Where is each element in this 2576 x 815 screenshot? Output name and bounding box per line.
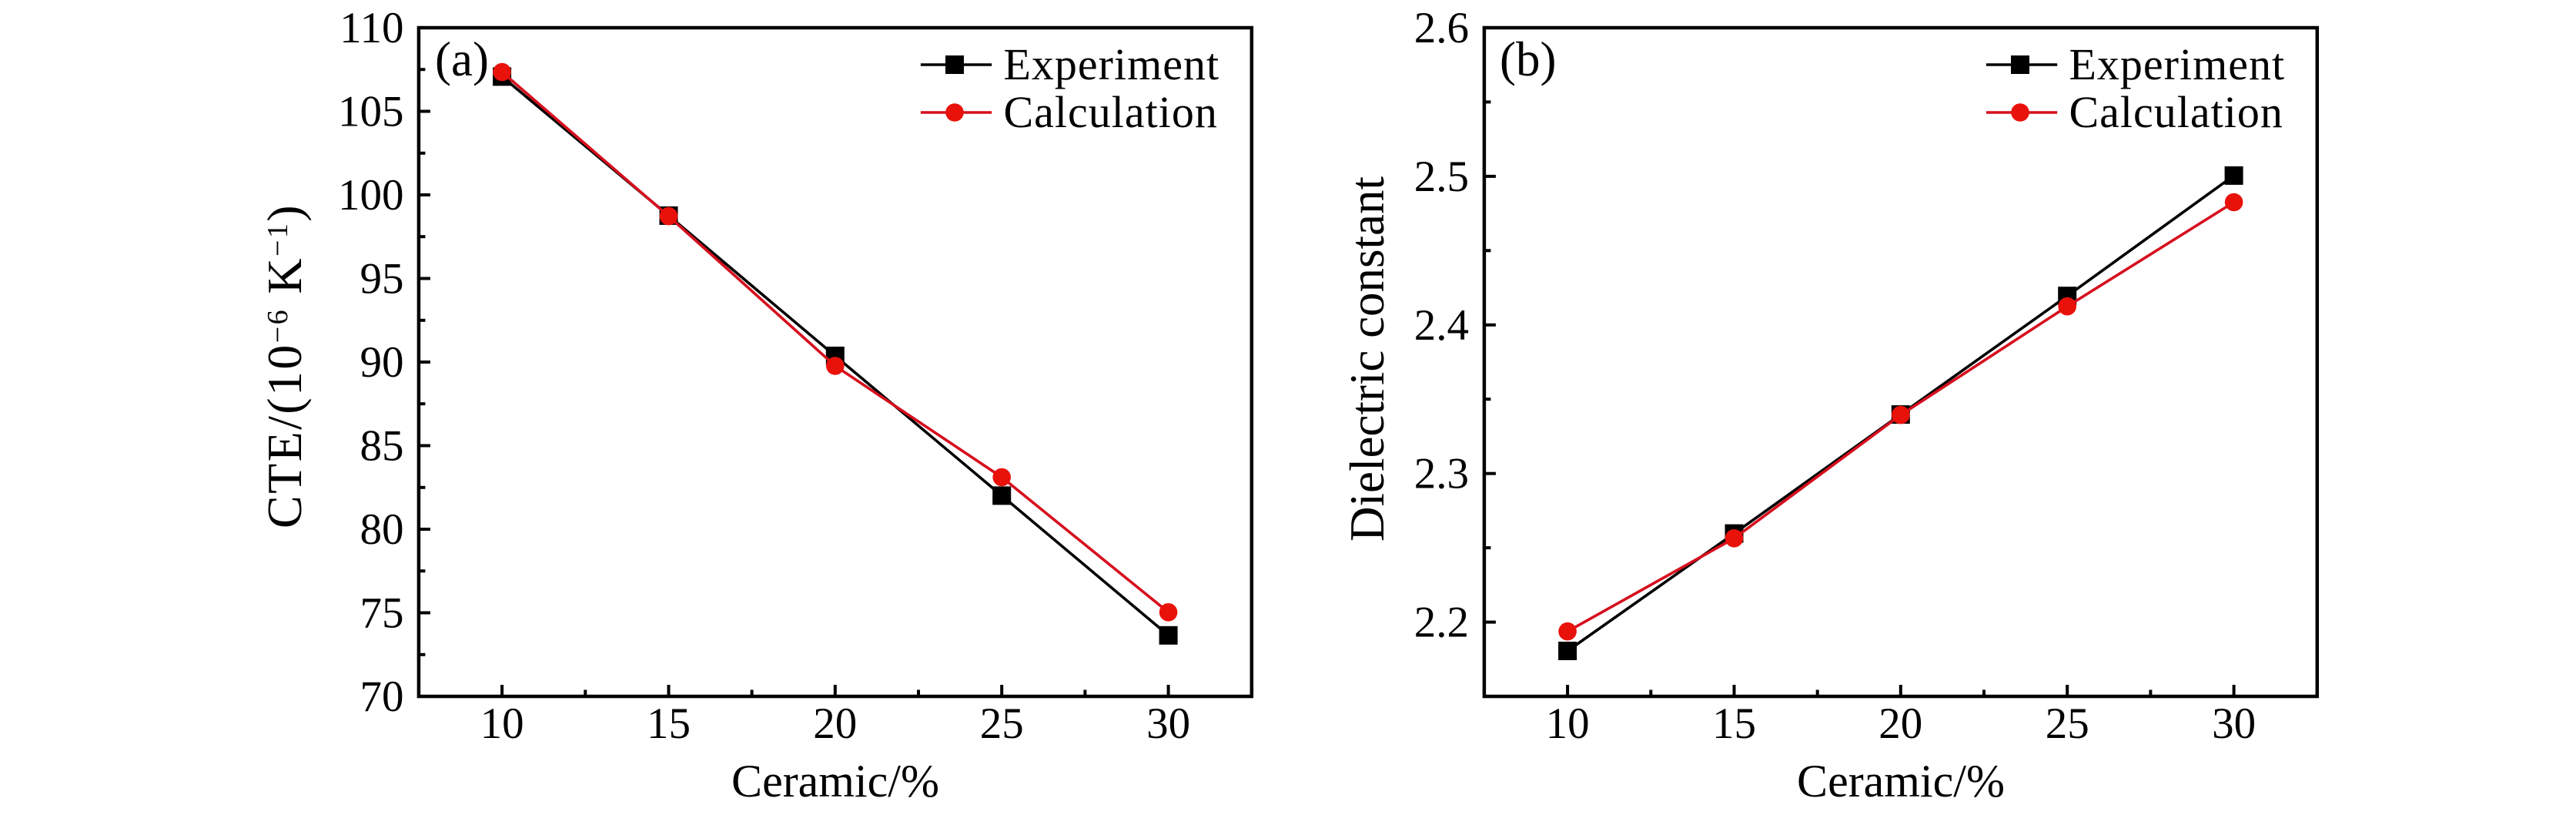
svg-text:2.2: 2.2 (1414, 599, 1469, 647)
svg-text:25: 25 (2046, 699, 2089, 748)
svg-text:Experiment: Experiment (1004, 39, 1220, 89)
svg-text:10: 10 (1546, 699, 1590, 748)
svg-text:2.4: 2.4 (1414, 301, 1469, 350)
svg-text:80: 80 (360, 505, 404, 554)
svg-text:30: 30 (1146, 699, 1190, 748)
svg-text:110: 110 (340, 4, 403, 52)
svg-text:(b): (b) (1500, 32, 1556, 86)
svg-text:75: 75 (360, 589, 404, 638)
svg-text:100: 100 (338, 171, 404, 220)
svg-text:2.5: 2.5 (1414, 153, 1469, 201)
svg-text:2.3: 2.3 (1414, 450, 1469, 498)
svg-text:Ceramic/%: Ceramic/% (731, 756, 939, 807)
svg-text:Calculation: Calculation (2069, 87, 2283, 137)
svg-text:Dielectric constant: Dielectric constant (1340, 176, 1394, 542)
svg-text:10: 10 (480, 699, 524, 748)
svg-text:25: 25 (980, 699, 1024, 748)
svg-text:(a): (a) (435, 32, 489, 86)
svg-text:Calculation: Calculation (1004, 87, 1218, 137)
svg-text:105: 105 (338, 88, 404, 136)
svg-text:Ceramic/%: Ceramic/% (1797, 756, 2005, 807)
svg-text:15: 15 (1712, 699, 1756, 748)
svg-text:90: 90 (360, 338, 404, 387)
svg-text:95: 95 (360, 255, 404, 304)
svg-text:Experiment: Experiment (2069, 39, 2286, 89)
svg-text:20: 20 (1878, 699, 1922, 748)
svg-text:30: 30 (2212, 699, 2256, 748)
svg-text:CTE/(10−6 K−1): CTE/(10−6 K−1) (257, 203, 312, 528)
svg-text:15: 15 (647, 699, 691, 748)
svg-text:20: 20 (813, 699, 857, 748)
svg-text:70: 70 (360, 672, 404, 721)
svg-text:85: 85 (360, 422, 404, 471)
svg-text:2.6: 2.6 (1414, 4, 1469, 52)
